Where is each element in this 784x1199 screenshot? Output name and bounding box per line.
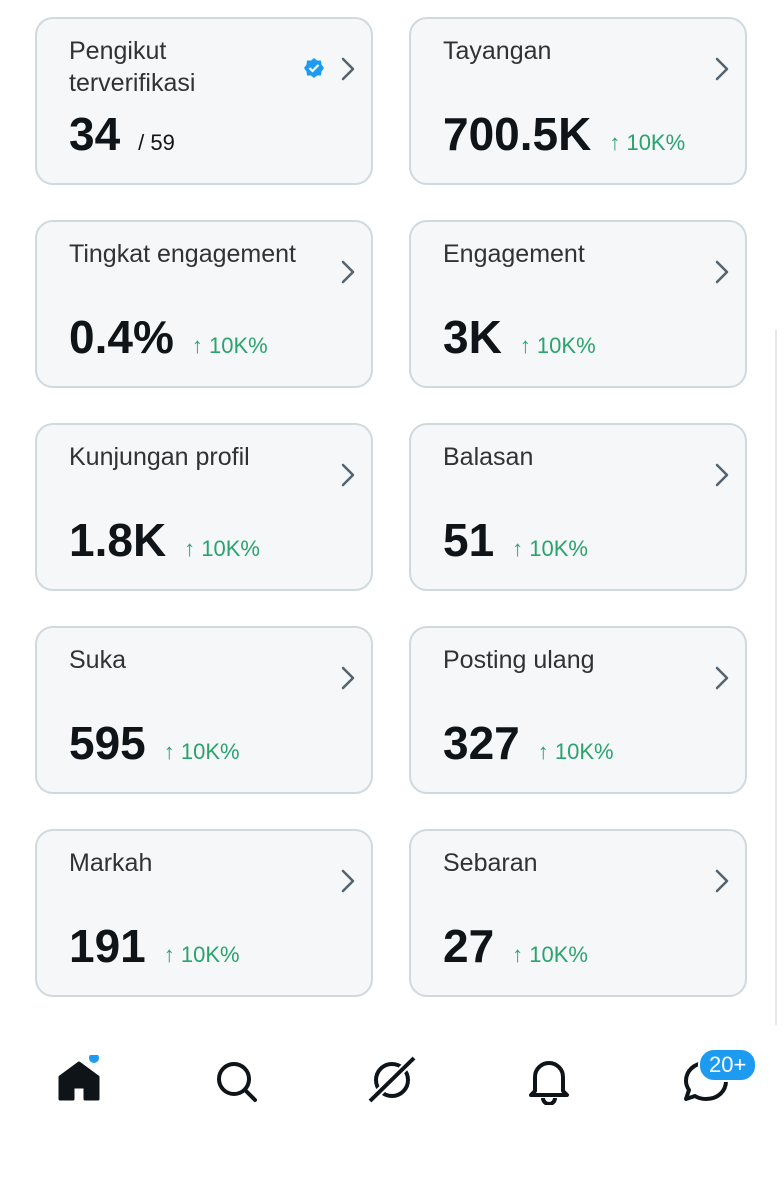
- metric-row: 327 ↑ 10K%: [443, 716, 614, 770]
- metric-value: 700.5K: [443, 108, 592, 160]
- metric-label: Posting ulang: [443, 646, 595, 674]
- metric-value: 3K: [443, 311, 502, 363]
- metric-value: 0.4%: [69, 311, 174, 363]
- chevron: [341, 666, 355, 695]
- metric-row: 595 ↑ 10K%: [69, 716, 240, 770]
- metric-value: 595: [69, 717, 146, 769]
- metric-label: Pengikut terverifikasi: [69, 37, 196, 97]
- chevron-icon: [341, 463, 355, 487]
- chevron: [341, 57, 355, 86]
- metric-row: 51 ↑ 10K%: [443, 513, 588, 567]
- metric-row: 34 / 59: [69, 107, 175, 161]
- metric-label: Engagement: [443, 240, 585, 268]
- chevron-icon: [341, 869, 355, 893]
- message-badge: 20+: [698, 1048, 758, 1082]
- metric-card[interactable]: Kunjungan profil 1.8K ↑ 10K%: [35, 423, 373, 591]
- metric-change: ↑ 10K%: [191, 333, 268, 358]
- chevron-icon: [715, 869, 729, 893]
- metric-value: 34: [69, 108, 121, 160]
- metric-row: 1.8K ↑ 10K%: [69, 513, 260, 567]
- metric-card[interactable]: Tingkat engagement 0.4% ↑ 10K%: [35, 220, 373, 388]
- metric-change: ↑ 10K%: [512, 942, 588, 967]
- metric-change: ↑ 10K%: [519, 333, 596, 358]
- chevron: [341, 463, 355, 492]
- metric-value: 27: [443, 920, 495, 972]
- metric-value: 1.8K: [69, 514, 167, 566]
- metric-row: 191 ↑ 10K%: [69, 919, 240, 973]
- verified-badge: [304, 58, 324, 78]
- verified: [303, 57, 325, 84]
- chevron: [341, 260, 355, 289]
- metric-label: Markah: [69, 849, 153, 877]
- metric-row: 27 ↑ 10K%: [443, 919, 588, 973]
- metric-card[interactable]: Balasan 51 ↑ 10K%: [409, 423, 747, 591]
- metric-change: ↑ 10K%: [184, 536, 260, 561]
- metric-change: ↑ 10K%: [163, 739, 240, 764]
- metric-card[interactable]: Sebaran 27 ↑ 10K%: [409, 829, 747, 997]
- chevron: [715, 57, 729, 86]
- search-icon[interactable]: [213, 1055, 259, 1105]
- metric-row: 3K ↑ 10K%: [443, 310, 596, 364]
- home-icon[interactable]: [56, 1055, 102, 1105]
- grok-icon[interactable]: [368, 1055, 418, 1105]
- chevron: [341, 869, 355, 898]
- chevron: [715, 260, 729, 289]
- metric-card[interactable]: Engagement 3K ↑ 10K%: [409, 220, 747, 388]
- metric-card[interactable]: Suka 595 ↑ 10K%: [35, 626, 373, 794]
- metric-label: Sebaran: [443, 849, 538, 877]
- metric-label: Tingkat engagement: [69, 240, 297, 268]
- metric-row: 0.4% ↑ 10K%: [69, 310, 268, 364]
- chevron-icon: [715, 57, 729, 81]
- metric-change: ↑ 10K%: [609, 130, 686, 155]
- metric-label: Tayangan: [443, 37, 552, 65]
- metric-value: 51: [443, 514, 495, 566]
- chevron-icon: [715, 463, 729, 487]
- metric-change: ↑ 10K%: [163, 942, 240, 967]
- metric-change: ↑ 10K%: [537, 739, 614, 764]
- metric-card[interactable]: Markah 191 ↑ 10K%: [35, 829, 373, 997]
- metric-label: Balasan: [443, 443, 534, 471]
- chevron-icon: [341, 260, 355, 284]
- chevron: [715, 463, 729, 492]
- chevron: [715, 869, 729, 898]
- metric-row: 700.5K ↑ 10K%: [443, 107, 685, 161]
- chevron-icon: [341, 666, 355, 690]
- chevron-icon: [715, 666, 729, 690]
- chevron-icon: [715, 260, 729, 284]
- metric-change: ↑ 10K%: [512, 536, 588, 561]
- metric-card[interactable]: Posting ulang 327 ↑ 10K%: [409, 626, 747, 794]
- metric-card[interactable]: Tayangan 700.5K ↑ 10K%: [409, 17, 747, 185]
- chevron-icon: [341, 57, 355, 81]
- metric-value: 191: [69, 920, 146, 972]
- metric-label: Kunjungan profil: [69, 443, 250, 471]
- metric-card[interactable]: Pengikut terverifikasi 34 / 59: [35, 17, 373, 185]
- notifications-icon[interactable]: [526, 1055, 572, 1105]
- scrollbar: [775, 330, 777, 1025]
- metric-label: Suka: [69, 646, 126, 674]
- chevron: [715, 666, 729, 695]
- metric-value: 327: [443, 717, 520, 769]
- metric-total: / 59: [138, 130, 175, 155]
